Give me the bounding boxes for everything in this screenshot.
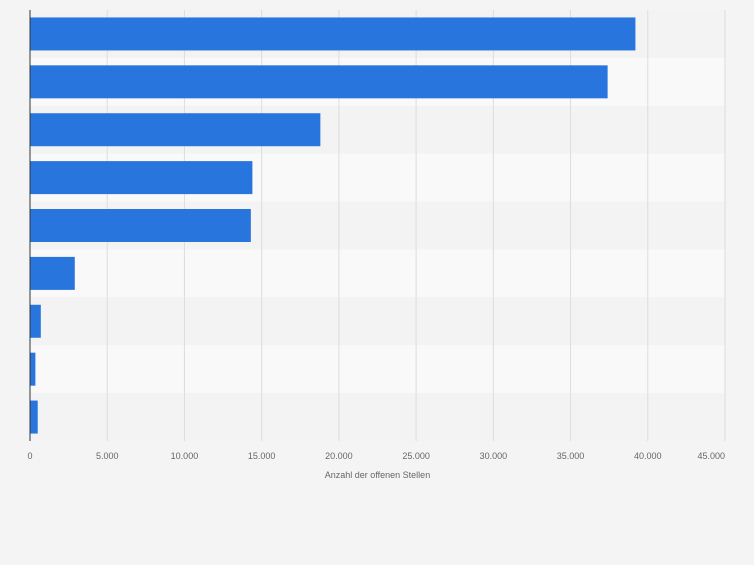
x-tick-label: 25.000 (402, 451, 430, 461)
row-band (30, 249, 725, 298)
bar (30, 17, 636, 51)
bar (30, 304, 41, 338)
x-tick-label: 45.000 (697, 451, 725, 461)
x-tick-label: 35.000 (557, 451, 585, 461)
x-tick-label: 15.000 (248, 451, 276, 461)
bar (30, 161, 253, 195)
bar (30, 400, 38, 434)
row-band (30, 345, 725, 394)
bars (30, 17, 636, 434)
x-tick-labels: 0 5.000 10.000 15.000 20.000 25.000 30.000 35.0… (27, 451, 725, 461)
x-tick-label: 10.000 (171, 451, 199, 461)
bar (30, 209, 251, 242)
x-tick-label: 0 (27, 451, 32, 461)
x-tick-label: 5.000 (96, 451, 119, 461)
bar (30, 256, 75, 290)
x-tick-label: 20.000 (325, 451, 353, 461)
x-tick-label: 40.000 (634, 451, 662, 461)
bar (30, 65, 608, 99)
x-axis-title: Anzahl der offenen Stellen (325, 470, 430, 480)
row-band (30, 393, 725, 441)
row-band (30, 297, 725, 346)
bar (30, 113, 321, 147)
x-tick-label: 30.000 (480, 451, 508, 461)
bar (30, 352, 36, 386)
